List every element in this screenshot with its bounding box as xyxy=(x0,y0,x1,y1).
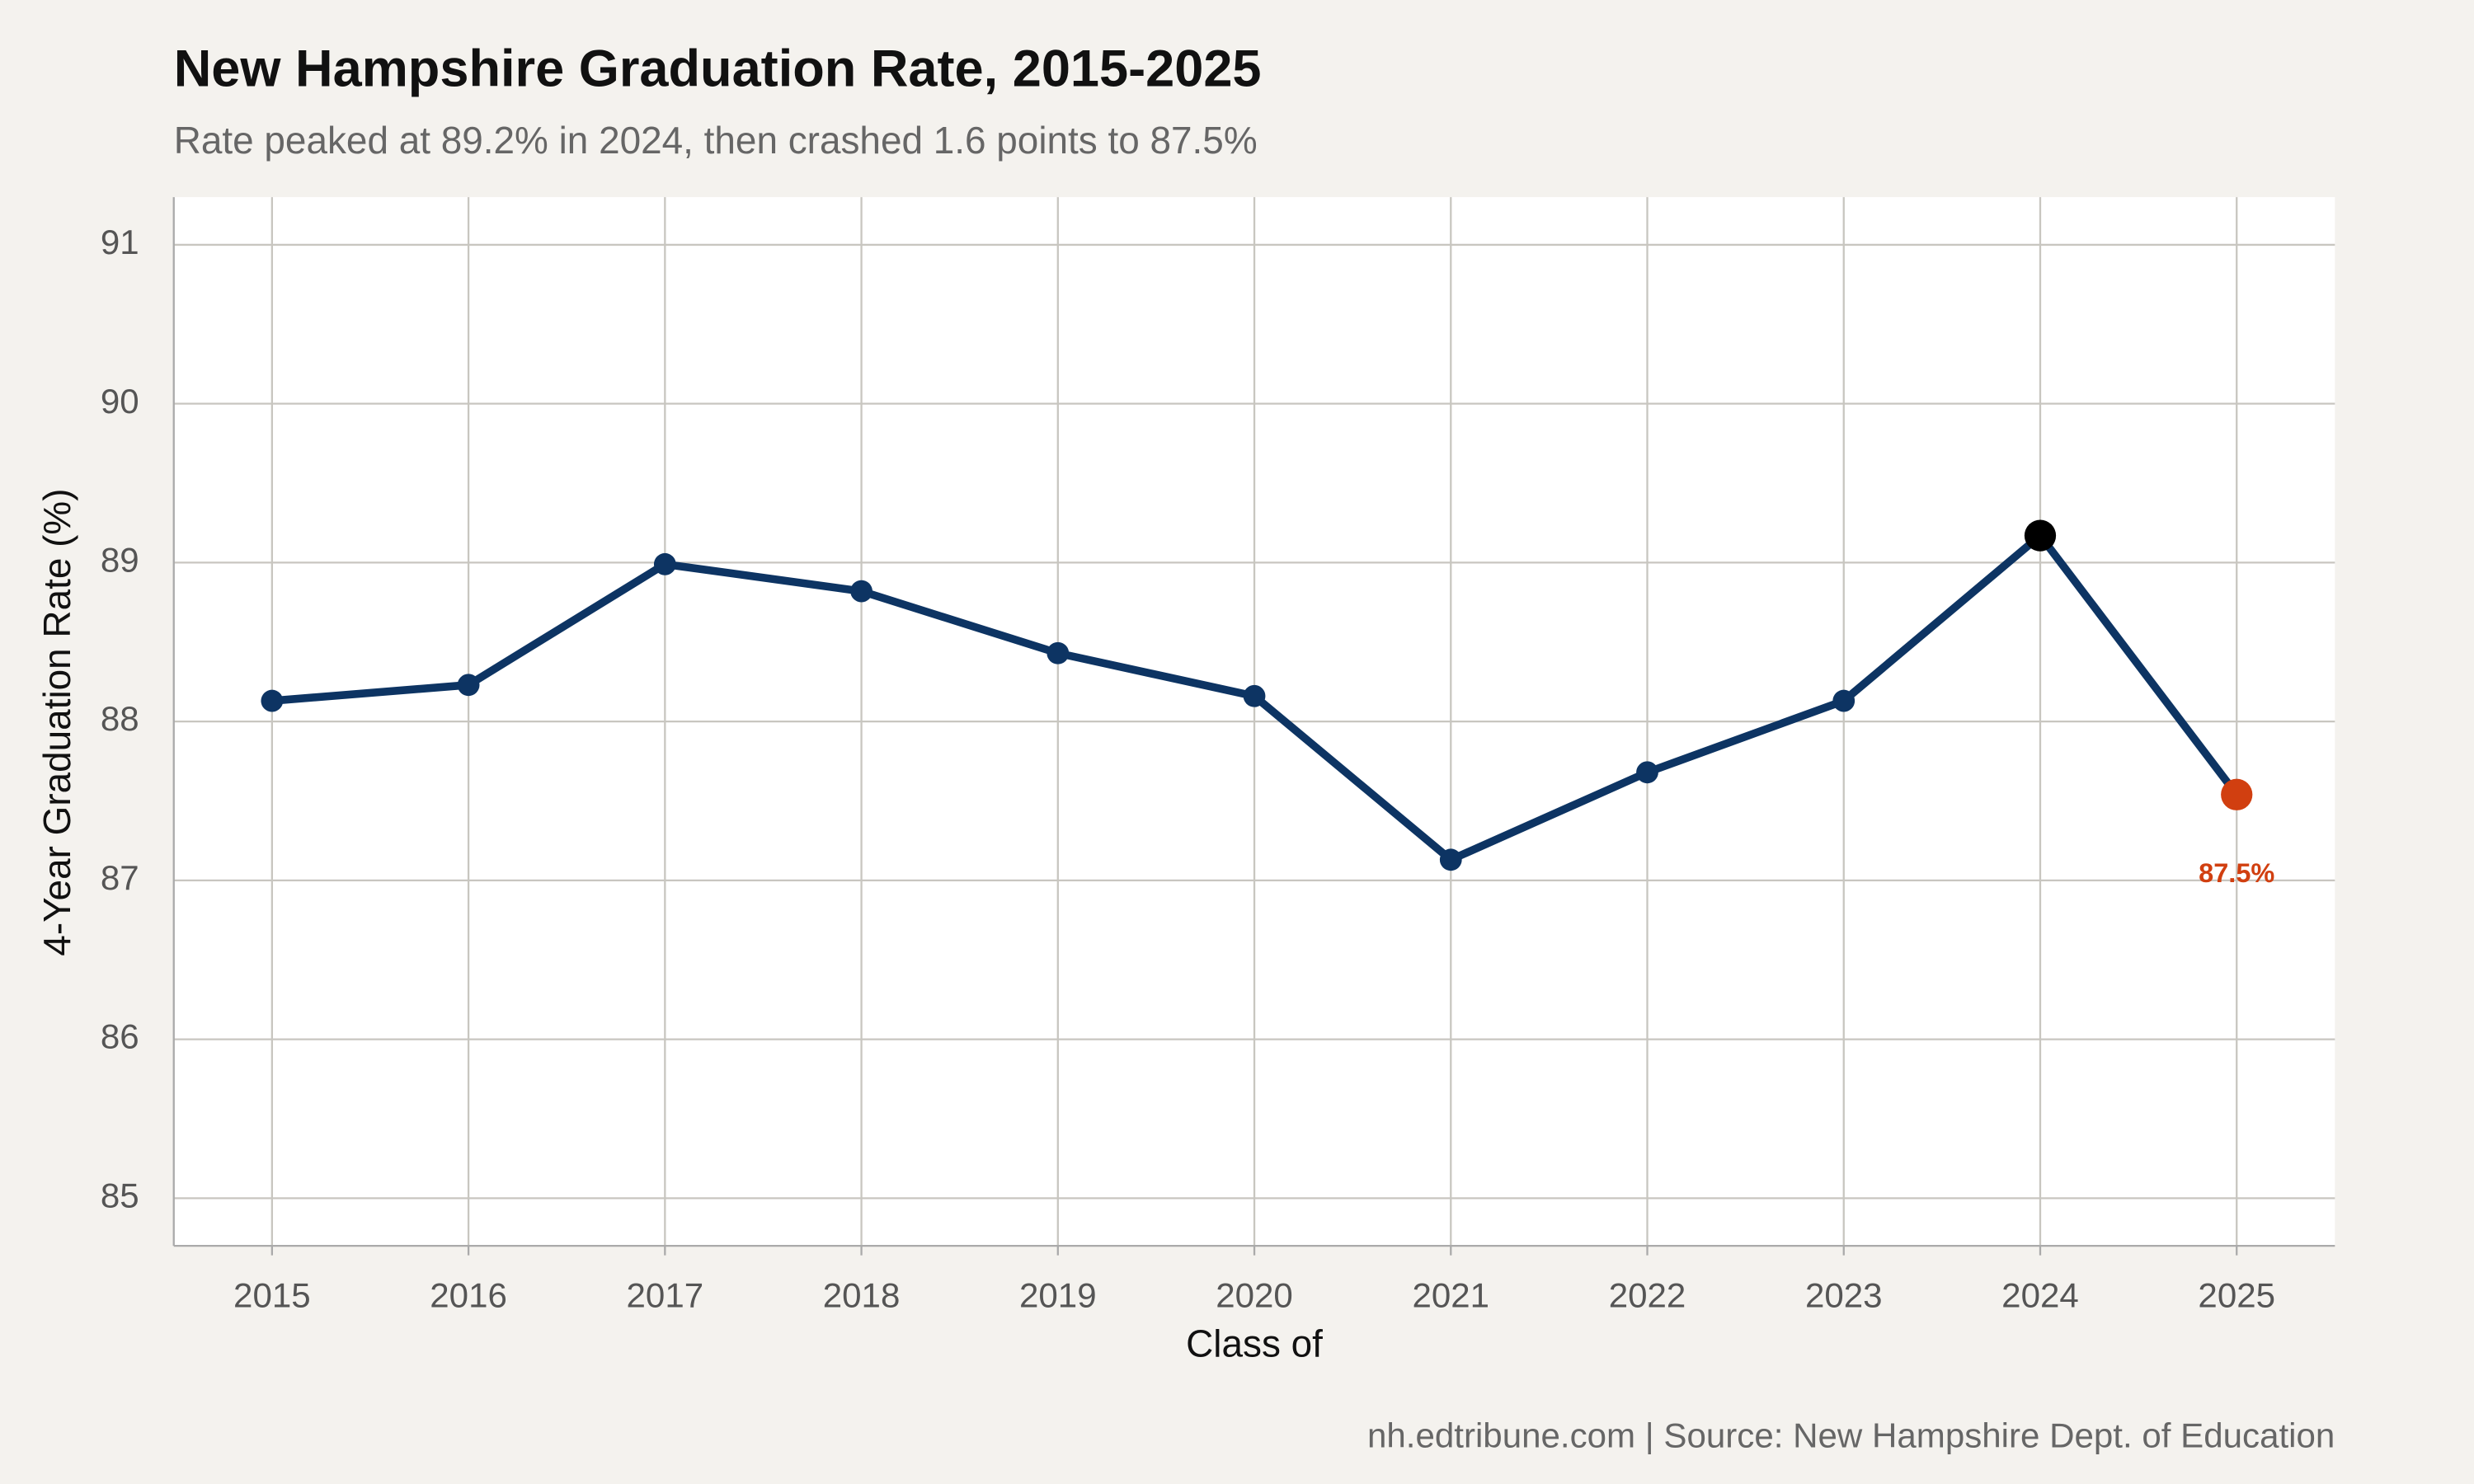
y-tick-label: 88 xyxy=(101,699,139,738)
x-tick-label: 2025 xyxy=(2198,1275,2275,1314)
data-point xyxy=(457,674,480,697)
y-axis-label: 4-Year Graduation Rate (%) xyxy=(35,489,78,956)
x-tick-label: 2016 xyxy=(430,1275,507,1314)
y-tick-label: 89 xyxy=(101,541,139,580)
y-tick-label: 91 xyxy=(101,223,139,261)
data-point xyxy=(850,580,872,603)
value-label: 87.5% xyxy=(2199,858,2274,888)
y-tick-label: 87 xyxy=(101,858,139,897)
x-tick-label: 2019 xyxy=(1019,1275,1097,1314)
chart-subtitle: Rate peaked at 89.2% in 2024, then crash… xyxy=(174,119,1258,162)
y-tick-label: 90 xyxy=(101,382,139,420)
data-point xyxy=(1832,689,1856,712)
x-tick-label: 2017 xyxy=(627,1275,704,1314)
data-point xyxy=(1243,684,1266,707)
caption: nh.edtribune.com | Source: New Hampshire… xyxy=(1367,1416,2335,1455)
x-tick-label: 2022 xyxy=(1609,1275,1686,1314)
y-tick-label: 85 xyxy=(101,1176,139,1214)
y-tick-label: 86 xyxy=(101,1017,139,1056)
data-point xyxy=(2221,778,2253,810)
x-tick-label: 2023 xyxy=(1805,1275,1883,1314)
x-axis-label: Class of xyxy=(1186,1322,1323,1365)
data-point xyxy=(1439,848,1462,871)
x-tick-label: 2018 xyxy=(823,1275,901,1314)
x-tick-label: 2015 xyxy=(233,1275,311,1314)
data-point xyxy=(1047,641,1070,665)
data-point xyxy=(653,552,676,575)
data-point xyxy=(261,689,284,712)
data-point xyxy=(1636,761,1658,784)
x-tick-label: 2021 xyxy=(1412,1275,1489,1314)
chart-title: New Hampshire Graduation Rate, 2015-2025 xyxy=(174,40,1262,98)
x-tick-label: 2020 xyxy=(1216,1275,1293,1314)
x-tick-label: 2024 xyxy=(2001,1275,2079,1314)
data-point xyxy=(2024,519,2057,552)
